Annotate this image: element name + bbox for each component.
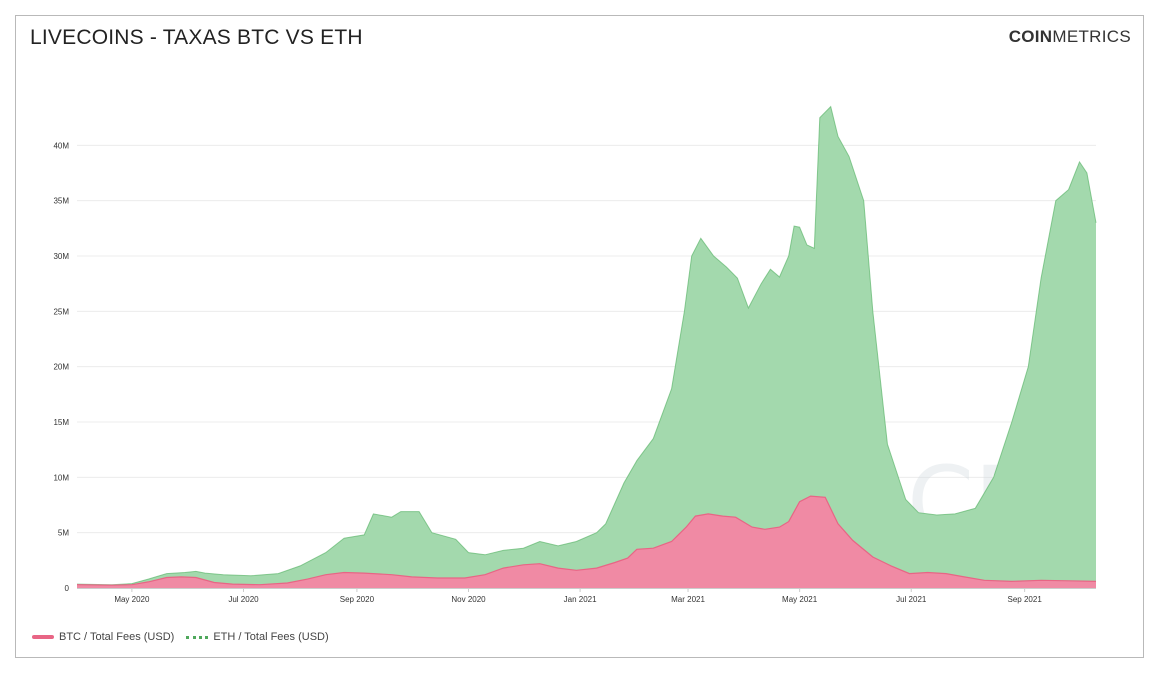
chart-title: LIVECOINS - TAXAS BTC VS ETH bbox=[30, 26, 363, 49]
x-tick-label: May 2021 bbox=[782, 595, 818, 604]
legend-item-eth[interactable]: ETH / Total Fees (USD) bbox=[186, 631, 329, 643]
x-tick-label: Sep 2020 bbox=[340, 595, 375, 604]
coinmetrics-logo: COINMETRICS bbox=[1009, 27, 1131, 47]
y-tick-label: 15M bbox=[53, 418, 69, 427]
x-tick-label: Sep 2021 bbox=[1008, 595, 1043, 604]
brand-bold: COIN bbox=[1008, 27, 1053, 46]
legend-item-btc[interactable]: BTC / Total Fees (USD) bbox=[32, 631, 174, 643]
btc-line bbox=[76, 495, 1097, 586]
legend-label-btc: BTC / Total Fees (USD) bbox=[59, 631, 175, 643]
x-tick-label: Jul 2021 bbox=[896, 595, 927, 604]
y-tick-label: 25M bbox=[53, 307, 69, 316]
y-tick-label: 35M bbox=[53, 197, 69, 206]
btc-area bbox=[77, 496, 1096, 588]
y-tick-label: 40M bbox=[53, 141, 69, 150]
y-tick-label: 5M bbox=[58, 529, 69, 538]
x-tick-label: Mar 2021 bbox=[671, 595, 705, 604]
eth-line bbox=[76, 105, 1097, 586]
x-tick-label: May 2020 bbox=[114, 595, 150, 604]
legend-swatch-eth bbox=[186, 635, 209, 639]
y-tick-label: 20M bbox=[53, 363, 69, 372]
legend-swatch-btc bbox=[32, 635, 54, 639]
x-tick-label: Nov 2020 bbox=[451, 595, 486, 604]
eth-area bbox=[77, 106, 1096, 588]
brand-light: METRICS bbox=[1052, 27, 1131, 46]
legend: BTC / Total Fees (USD) ETH / Total Fees … bbox=[32, 631, 341, 643]
y-tick-label: 10M bbox=[53, 473, 69, 482]
y-tick-label: 0 bbox=[65, 584, 70, 593]
y-tick-label: 30M bbox=[53, 252, 69, 261]
x-tick-label: Jan 2021 bbox=[564, 595, 597, 604]
legend-label-eth: ETH / Total Fees (USD) bbox=[213, 631, 329, 643]
x-tick-label: Jul 2020 bbox=[228, 595, 259, 604]
